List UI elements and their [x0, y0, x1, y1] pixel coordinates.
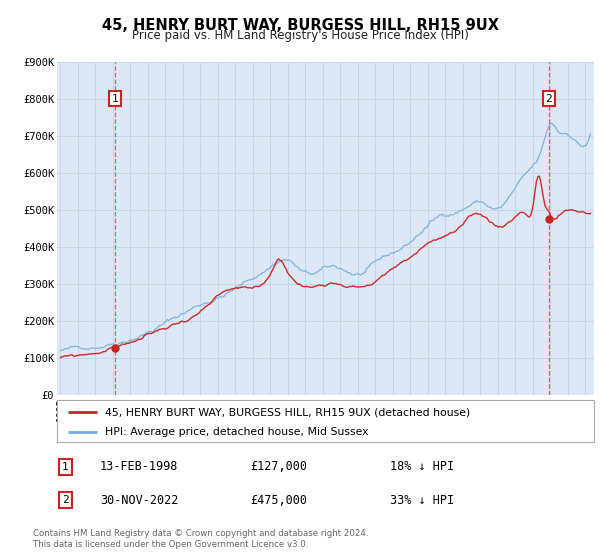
Text: 1: 1	[62, 462, 68, 472]
Text: 18% ↓ HPI: 18% ↓ HPI	[390, 460, 454, 473]
Text: £475,000: £475,000	[250, 494, 307, 507]
Text: 1: 1	[112, 94, 118, 104]
Text: 13-FEB-1998: 13-FEB-1998	[100, 460, 178, 473]
Text: 2: 2	[62, 495, 68, 505]
Text: Contains HM Land Registry data © Crown copyright and database right 2024.: Contains HM Land Registry data © Crown c…	[33, 529, 368, 538]
Text: 45, HENRY BURT WAY, BURGESS HILL, RH15 9UX (detached house): 45, HENRY BURT WAY, BURGESS HILL, RH15 9…	[106, 407, 470, 417]
Text: 33% ↓ HPI: 33% ↓ HPI	[390, 494, 454, 507]
Text: £127,000: £127,000	[250, 460, 307, 473]
FancyBboxPatch shape	[57, 400, 594, 442]
Text: Price paid vs. HM Land Registry's House Price Index (HPI): Price paid vs. HM Land Registry's House …	[131, 29, 469, 42]
Text: 30-NOV-2022: 30-NOV-2022	[100, 494, 178, 507]
Text: 45, HENRY BURT WAY, BURGESS HILL, RH15 9UX: 45, HENRY BURT WAY, BURGESS HILL, RH15 9…	[101, 18, 499, 33]
Text: 2: 2	[545, 94, 552, 104]
Text: HPI: Average price, detached house, Mid Sussex: HPI: Average price, detached house, Mid …	[106, 427, 369, 437]
Text: This data is licensed under the Open Government Licence v3.0.: This data is licensed under the Open Gov…	[33, 540, 308, 549]
